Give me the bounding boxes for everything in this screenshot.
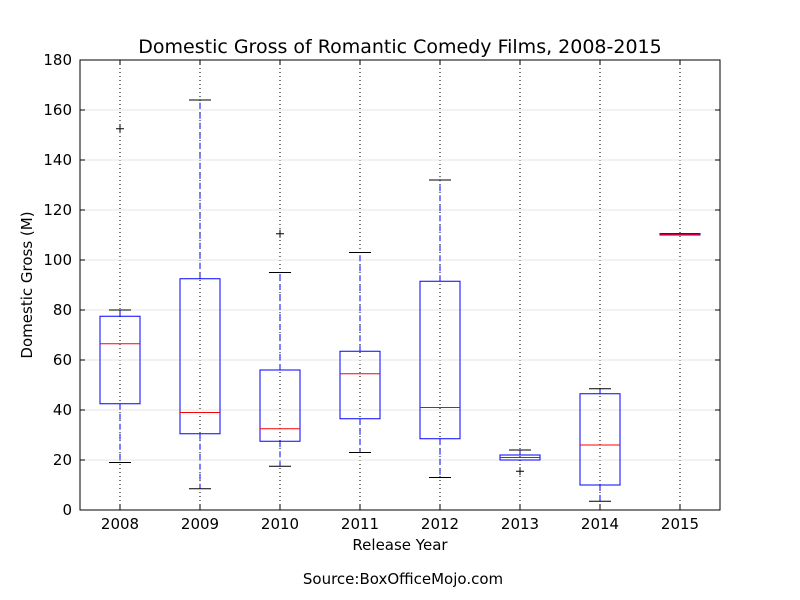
x-tick-label-2010: 2010 bbox=[261, 515, 299, 533]
box-2014 bbox=[579, 393, 621, 486]
box-group-2014 bbox=[579, 388, 621, 502]
box-group-2010 bbox=[259, 229, 301, 467]
box-2010 bbox=[259, 369, 301, 442]
boxes-layer bbox=[99, 99, 701, 502]
y-tick-label-160: 160 bbox=[43, 101, 72, 119]
y-tick-label-20: 20 bbox=[53, 451, 72, 469]
x-tick-label-2015: 2015 bbox=[661, 515, 699, 533]
box-2011 bbox=[339, 350, 381, 420]
grid-layer bbox=[80, 60, 720, 510]
box-group-2015 bbox=[659, 233, 701, 236]
box-group-2008 bbox=[99, 124, 141, 463]
x-tick-label-2009: 2009 bbox=[181, 515, 219, 533]
y-tick-label-180: 180 bbox=[43, 51, 72, 69]
y-tick-label-120: 120 bbox=[43, 201, 72, 219]
plot-area-frame bbox=[79, 59, 721, 511]
box-2009 bbox=[179, 278, 221, 435]
x-tick-label-2011: 2011 bbox=[341, 515, 379, 533]
x-tick-label-2008: 2008 bbox=[101, 515, 139, 533]
box-group-2013 bbox=[499, 449, 541, 476]
x-axis-label: Release Year bbox=[352, 536, 448, 554]
box-group-2012 bbox=[419, 179, 461, 478]
outlier-2013-0 bbox=[516, 467, 524, 476]
outlier-2008-0 bbox=[116, 124, 124, 133]
ticks-layer: 0 20 40 60 80 100 120 140 160 180 2008 2009 2010 2011… bbox=[43, 51, 720, 533]
y-tick-label-60: 60 bbox=[53, 351, 72, 369]
y-tick-label-140: 140 bbox=[43, 151, 72, 169]
x-tick-label-2013: 2013 bbox=[501, 515, 539, 533]
x-tick-label-2014: 2014 bbox=[581, 515, 619, 533]
y-axis-label: Domestic Gross (M) bbox=[18, 211, 36, 358]
box-group-2011 bbox=[339, 252, 381, 453]
chart-title: Domestic Gross of Romantic Comedy Films,… bbox=[138, 36, 661, 58]
x-tick-label-2012: 2012 bbox=[421, 515, 459, 533]
y-tick-label-100: 100 bbox=[43, 251, 72, 269]
box-group-2009 bbox=[179, 99, 221, 490]
box-2008 bbox=[99, 315, 141, 405]
box-2012 bbox=[419, 280, 461, 440]
y-tick-label-80: 80 bbox=[53, 301, 72, 319]
outlier-2010-0 bbox=[276, 229, 284, 238]
y-tick-label-40: 40 bbox=[53, 401, 72, 419]
y-tick-label-0: 0 bbox=[62, 501, 72, 519]
source-note: Source:BoxOfficeMojo.com bbox=[303, 570, 503, 588]
